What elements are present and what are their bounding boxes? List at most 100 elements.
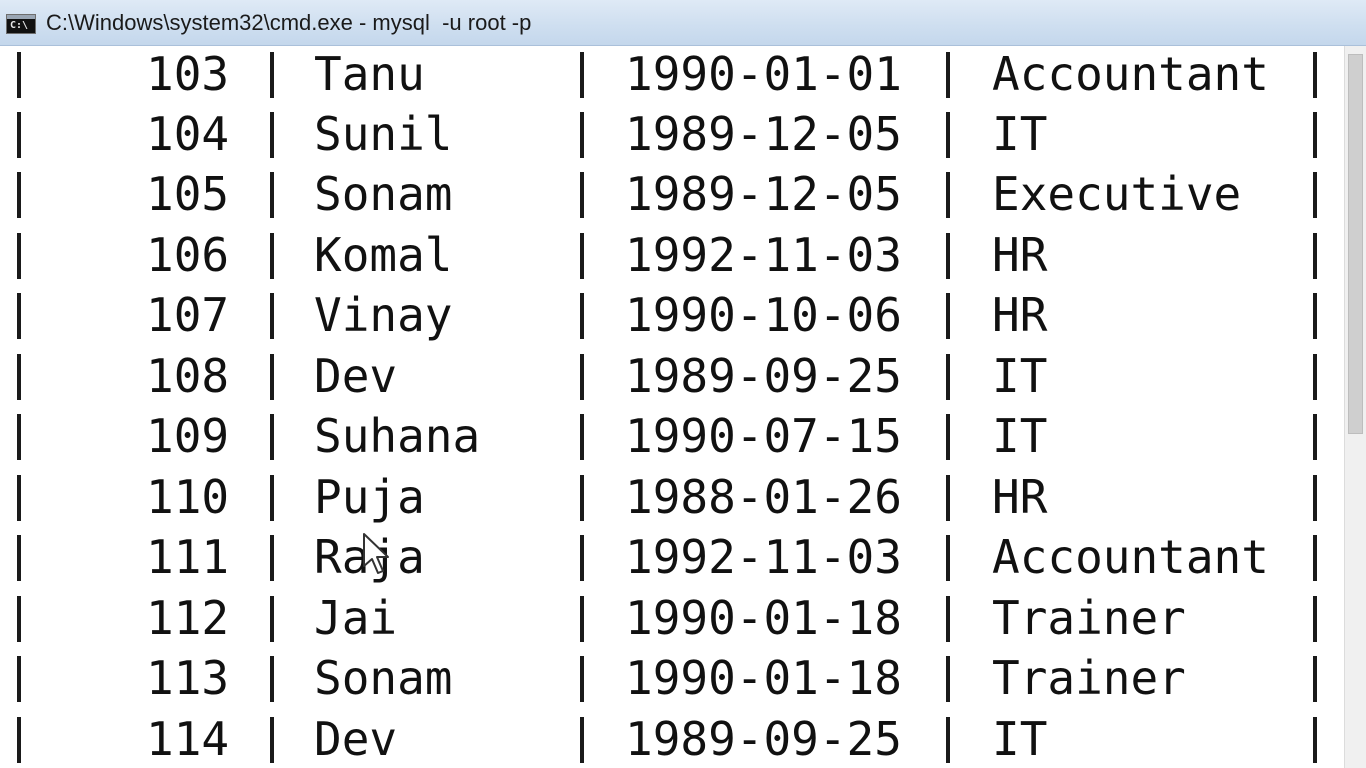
cell-dob: 1992-11-03: [625, 228, 902, 282]
column-separator: [580, 717, 584, 763]
table-row: 113 Sonam 1990-01-18 Trainer: [0, 648, 1344, 708]
column-separator: [270, 596, 274, 642]
table-row: 110 Puja 1988-01-26 HR: [0, 467, 1344, 527]
column-separator: [1313, 414, 1317, 460]
column-separator: [1313, 535, 1317, 581]
column-separator: [1313, 656, 1317, 702]
column-separator: [580, 656, 584, 702]
column-separator: [1313, 112, 1317, 158]
column-separator: [1313, 233, 1317, 279]
cell-dob: 1992-11-03: [625, 530, 902, 584]
cell-dept: IT: [992, 349, 1048, 403]
cell-id: 104: [146, 107, 230, 161]
column-separator: [270, 656, 274, 702]
cell-dept: Accountant: [992, 47, 1269, 101]
cell-dept: HR: [992, 228, 1048, 282]
cell-name: Komal: [314, 228, 453, 282]
column-separator: [17, 535, 21, 581]
cell-name: Puja: [314, 470, 425, 524]
column-separator: [1313, 293, 1317, 339]
table-row: 108 Dev 1989-09-25 IT: [0, 346, 1344, 406]
cell-dept: Executive: [992, 167, 1242, 221]
column-separator: [17, 52, 21, 98]
column-separator: [17, 656, 21, 702]
column-separator: [580, 475, 584, 521]
cell-dept: Trainer: [992, 591, 1186, 645]
cmd-icon-glyph: C:\: [10, 20, 29, 31]
cell-id: 105: [146, 167, 230, 221]
column-separator: [17, 354, 21, 400]
table-row: 106 Komal 1992-11-03 HR: [0, 225, 1344, 285]
cell-dept: IT: [992, 107, 1048, 161]
column-separator: [580, 293, 584, 339]
table-row: 103 Tanu 1990-01-01 Accountant: [0, 46, 1344, 104]
cell-dob: 1990-10-06: [625, 288, 902, 342]
column-separator: [946, 717, 950, 763]
mouse-pointer-icon: [363, 533, 389, 574]
table-row: 105 Sonam 1989-12-05 Executive: [0, 164, 1344, 224]
cell-id: 113: [146, 651, 230, 705]
column-separator: [946, 354, 950, 400]
column-separator: [270, 293, 274, 339]
scrollbar-thumb[interactable]: [1348, 54, 1363, 434]
cell-dob: 1990-01-18: [625, 591, 902, 645]
cell-id: 109: [146, 409, 230, 463]
column-separator: [1313, 354, 1317, 400]
column-separator: [946, 475, 950, 521]
table-row: 104 Sunil 1989-12-05 IT: [0, 104, 1344, 164]
column-separator: [580, 233, 584, 279]
column-separator: [1313, 475, 1317, 521]
column-separator: [17, 293, 21, 339]
cell-name: Dev: [314, 349, 398, 403]
window-title: C:\Windows\system32\cmd.exe - mysql -u r…: [46, 10, 532, 35]
column-separator: [946, 535, 950, 581]
vertical-scrollbar[interactable]: [1344, 46, 1366, 768]
cmd-icon-bar: [7, 15, 35, 19]
column-separator: [946, 656, 950, 702]
column-separator: [946, 172, 950, 218]
column-separator: [17, 596, 21, 642]
cell-id: 107: [146, 288, 230, 342]
cell-dept: Accountant: [992, 530, 1269, 584]
table-row: 111 Raja 1992-11-03 Accountant: [0, 527, 1344, 587]
cell-id: 111: [146, 530, 230, 584]
cell-dob: 1989-09-25: [625, 349, 902, 403]
column-separator: [17, 414, 21, 460]
cmd-icon[interactable]: C:\: [6, 14, 36, 34]
column-separator: [270, 354, 274, 400]
cell-name: Jai: [314, 591, 398, 645]
column-separator: [17, 233, 21, 279]
column-separator: [17, 475, 21, 521]
cell-name: Sunil: [314, 107, 453, 161]
column-separator: [580, 535, 584, 581]
column-separator: [270, 475, 274, 521]
console-output[interactable]: 103 Tanu 1990-01-01 Accountant 104 Sunil…: [0, 46, 1344, 768]
column-separator: [580, 596, 584, 642]
cell-dept: IT: [992, 409, 1048, 463]
cell-dob: 1990-07-15: [625, 409, 902, 463]
cell-id: 108: [146, 349, 230, 403]
column-separator: [946, 414, 950, 460]
column-separator: [270, 112, 274, 158]
cell-dept: Trainer: [992, 651, 1186, 705]
cell-dept: HR: [992, 288, 1048, 342]
title-bar[interactable]: C:\ C:\Windows\system32\cmd.exe - mysql …: [0, 0, 1366, 46]
cell-id: 103: [146, 47, 230, 101]
cell-name: Sonam: [314, 167, 453, 221]
column-separator: [270, 52, 274, 98]
column-separator: [580, 52, 584, 98]
column-separator: [946, 233, 950, 279]
column-separator: [1313, 52, 1317, 98]
column-separator: [580, 354, 584, 400]
column-separator: [270, 717, 274, 763]
cell-dept: IT: [992, 712, 1048, 766]
cell-id: 110: [146, 470, 230, 524]
column-separator: [946, 293, 950, 339]
cell-dob: 1988-01-26: [625, 470, 902, 524]
column-separator: [946, 596, 950, 642]
column-separator: [946, 112, 950, 158]
column-separator: [1313, 596, 1317, 642]
cell-id: 106: [146, 228, 230, 282]
cell-name: Suhana: [314, 409, 481, 463]
